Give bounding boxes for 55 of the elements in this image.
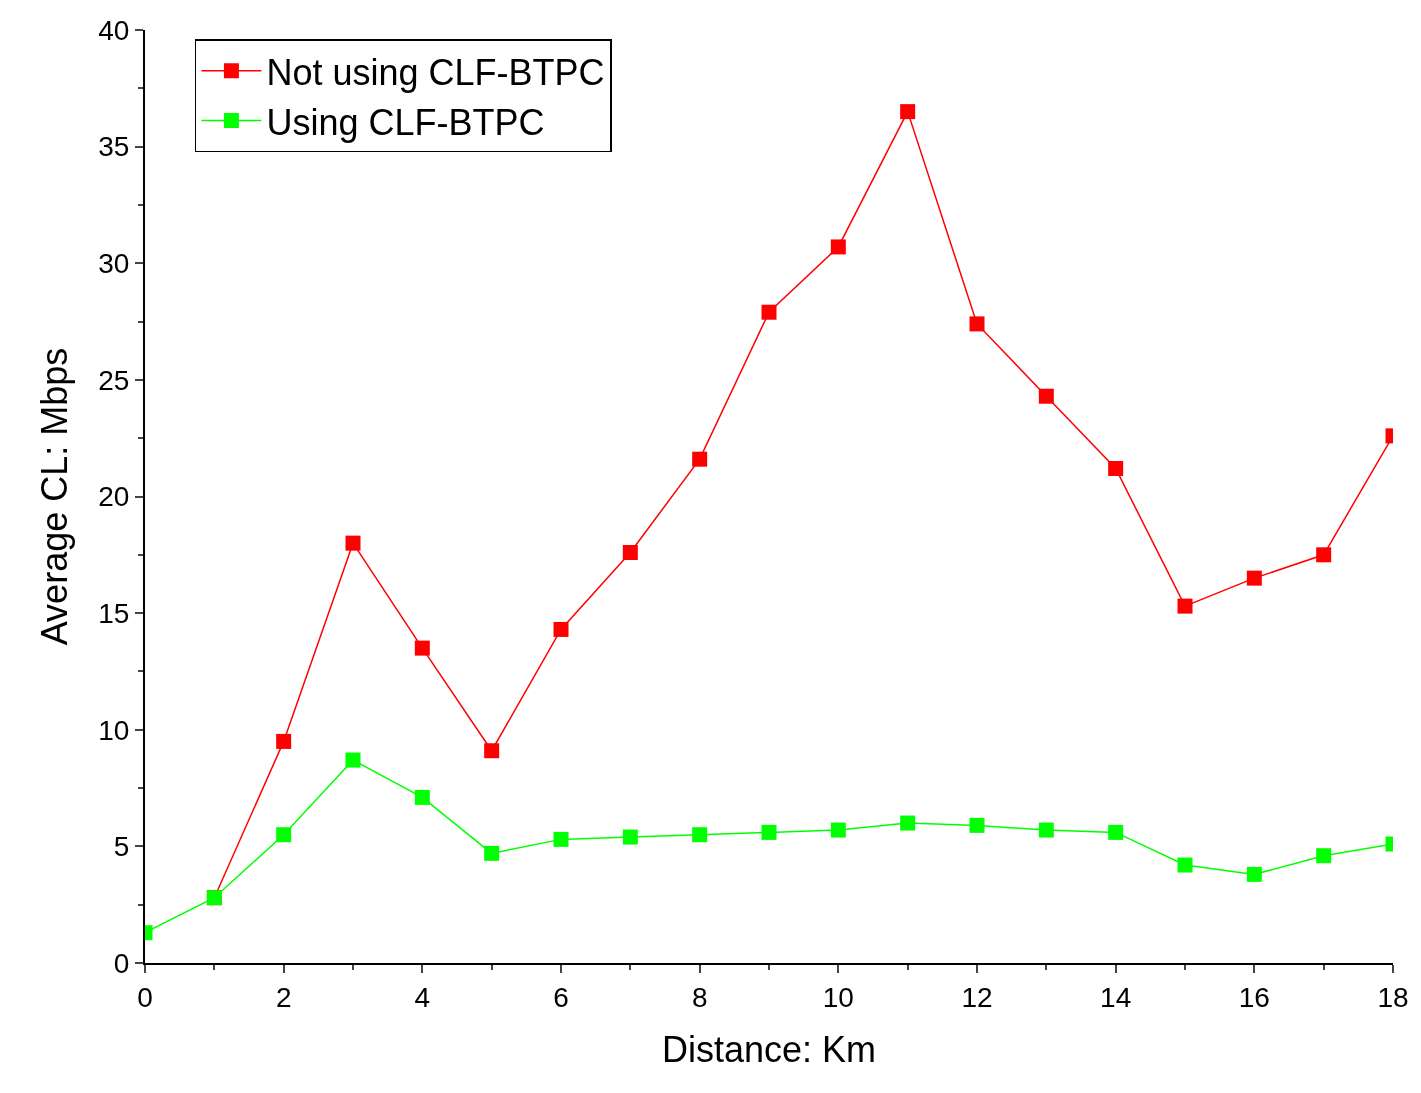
x-tick-label: 0	[137, 981, 153, 1013]
x-axis-title: Distance: Km	[661, 1028, 877, 1070]
point	[692, 827, 708, 843]
point	[345, 535, 361, 551]
point	[969, 817, 985, 833]
point	[900, 815, 916, 831]
y-tick-label: 5	[113, 831, 130, 863]
point	[414, 640, 430, 656]
point	[900, 104, 916, 120]
y-tick-label: 20	[98, 481, 130, 513]
point	[1246, 866, 1262, 882]
point	[1316, 848, 1332, 864]
point	[830, 239, 846, 255]
x-tick-label: 2	[275, 981, 292, 1013]
point	[1177, 857, 1193, 873]
point	[553, 621, 569, 637]
point	[414, 789, 430, 805]
y-tick-label: 10	[98, 714, 130, 746]
point	[484, 845, 500, 861]
point	[692, 451, 708, 467]
point	[1177, 598, 1193, 614]
point	[276, 733, 292, 749]
point	[1038, 388, 1054, 404]
y-tick-label: 40	[98, 14, 130, 46]
y-tick-label: 35	[98, 131, 130, 163]
x-tick-label: 10	[822, 981, 854, 1013]
legend-label: Using CLF-BTPC	[266, 101, 545, 143]
y-tick-label: 30	[98, 248, 130, 280]
y-tick-label: 0	[113, 947, 130, 979]
point	[345, 752, 361, 768]
point	[276, 827, 292, 843]
point	[1246, 570, 1262, 586]
x-tick-label: 14	[1100, 981, 1132, 1013]
point	[969, 316, 985, 332]
x-tick-label: 4	[414, 981, 431, 1013]
y-axis-title: Average CL: Mbps	[33, 347, 75, 646]
point	[484, 743, 500, 759]
point	[1108, 824, 1124, 840]
point	[1108, 461, 1124, 477]
y-tick-label: 15	[98, 597, 130, 629]
x-tick-label: 6	[553, 981, 569, 1013]
point	[1316, 547, 1332, 563]
x-tick-label: 16	[1238, 981, 1270, 1013]
x-tick-label: 18	[1377, 981, 1409, 1013]
legend-label: Not using CLF-BTPC	[266, 51, 605, 93]
point	[622, 544, 638, 560]
point	[553, 831, 569, 847]
y-tick-label: 25	[98, 364, 130, 396]
point	[1038, 822, 1054, 838]
point	[830, 822, 846, 838]
point	[761, 304, 777, 320]
x-tick-label: 8	[691, 981, 708, 1013]
x-tick-label: 12	[961, 981, 993, 1013]
point	[622, 829, 638, 845]
point	[761, 824, 777, 840]
